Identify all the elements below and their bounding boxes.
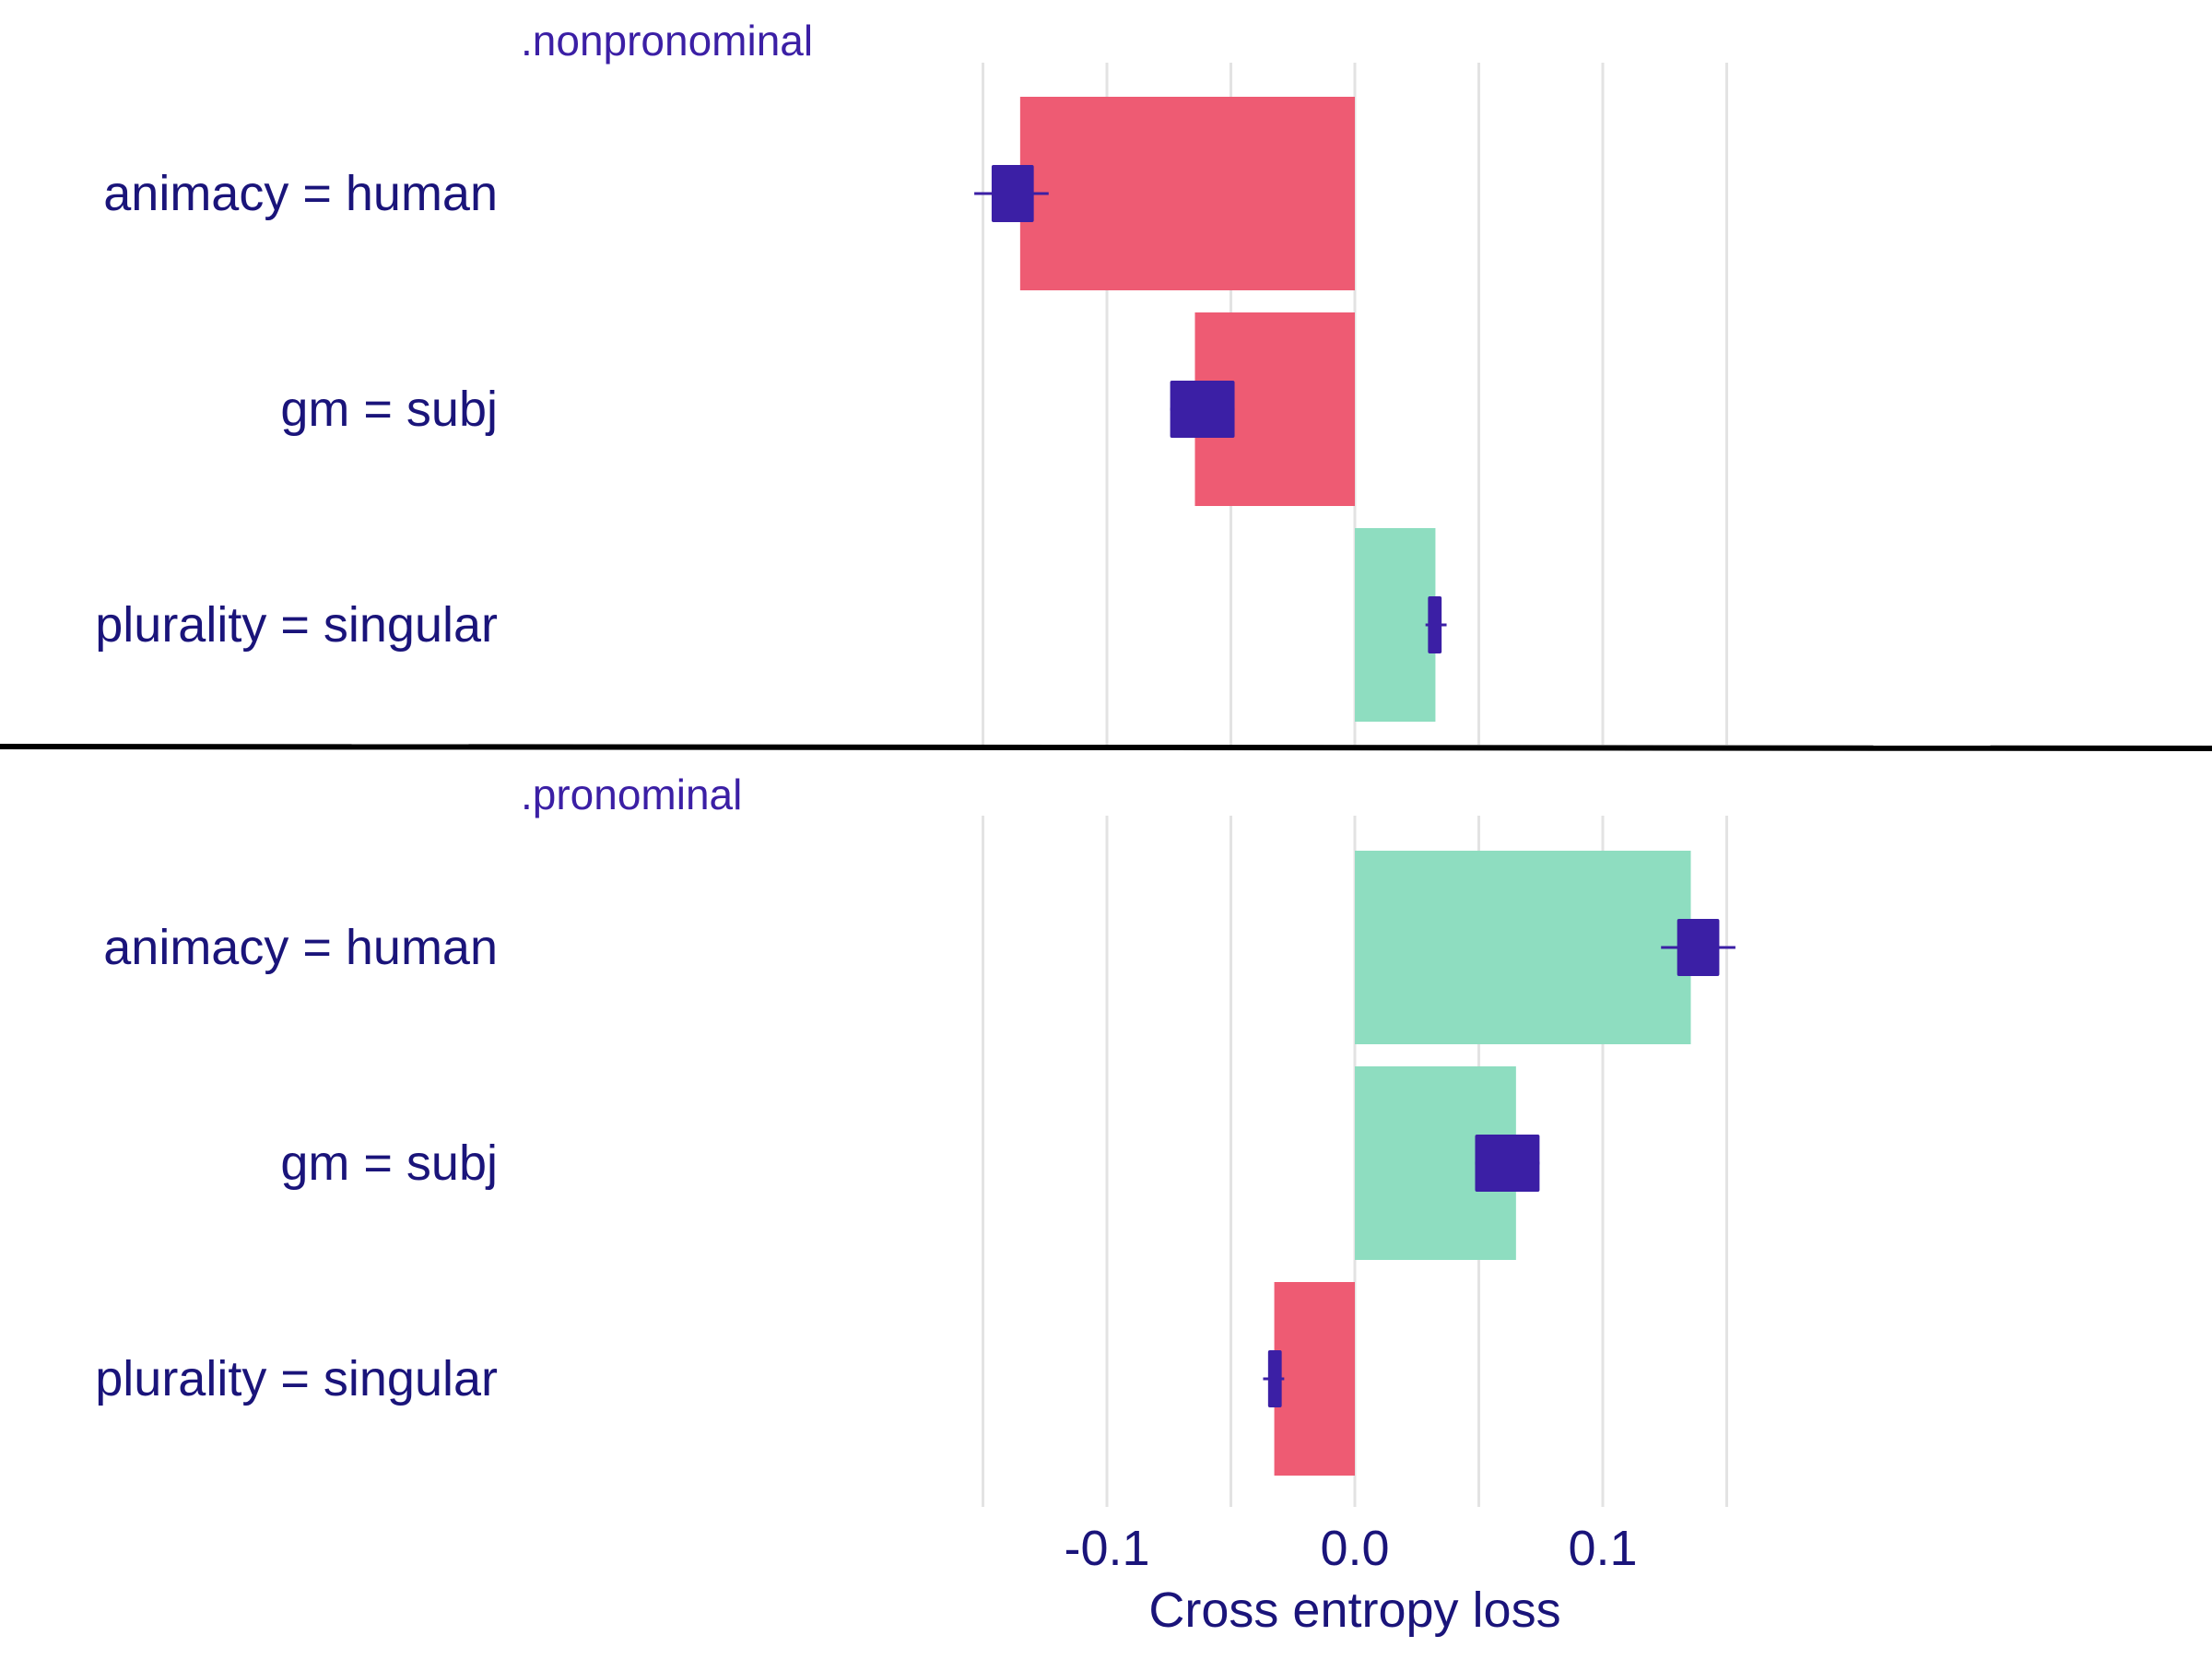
boxplot-box — [1170, 381, 1235, 438]
panel-title: .pronominal — [521, 771, 742, 818]
x-tick-label: -0.1 — [1064, 1521, 1149, 1576]
panel-title: .nonpronominal — [521, 17, 813, 65]
x-tick-label: 0.0 — [1320, 1521, 1389, 1576]
x-tick-label: 0.1 — [1568, 1521, 1637, 1576]
category-label: gm = subj — [280, 382, 498, 437]
bar — [1274, 1282, 1355, 1476]
boxplot-box — [1428, 596, 1442, 653]
panel-divider — [0, 744, 2212, 751]
category-label: plurality = singular — [95, 1351, 498, 1406]
bar — [1019, 97, 1355, 290]
panel-titles: .nonpronominal .pronominal — [521, 17, 813, 818]
bar — [1355, 851, 1691, 1044]
category-label: gm = subj — [280, 1135, 498, 1191]
category-labels: animacy = human gm = subj plurality = sing… — [95, 166, 498, 1406]
category-label: plurality = singular — [95, 597, 498, 653]
x-axis-label: Cross entropy loss — [1148, 1583, 1560, 1638]
boxplot-box — [1677, 919, 1720, 976]
boxplots — [974, 165, 1735, 1407]
boxplot-box — [1475, 1135, 1540, 1192]
boxplot-box — [1267, 1350, 1282, 1407]
category-label: animacy = human — [103, 166, 498, 221]
bar — [1355, 528, 1436, 722]
x-axis-ticks: -0.1 0.0 0.1 — [1064, 1521, 1637, 1576]
category-label: animacy = human — [103, 920, 498, 975]
boxplot-box — [991, 165, 1034, 222]
